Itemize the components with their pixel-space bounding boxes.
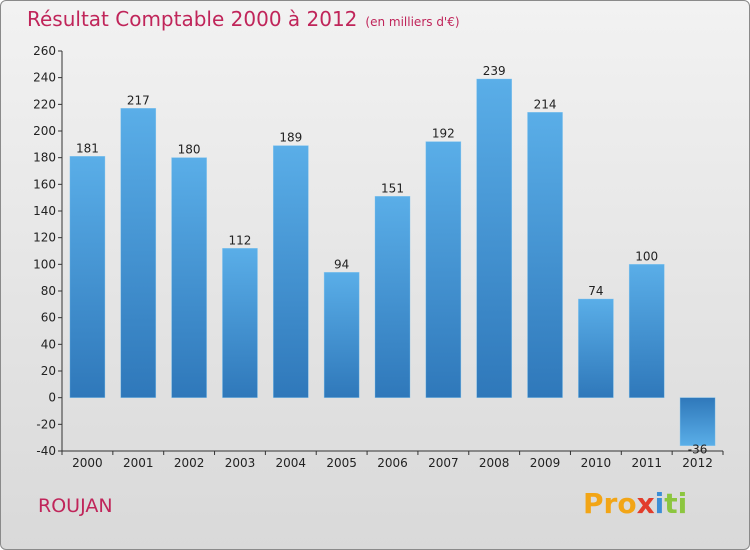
value-label-2000: 181 [76,141,99,155]
bar-outline [425,141,462,398]
bar-2004 [273,145,309,398]
y-tick-label: 180 [33,151,56,165]
logo-part-3: i [654,487,665,520]
y-tick-label: 260 [33,44,56,58]
bar-outline [679,397,716,446]
logo-part-2: x [636,487,655,520]
bar-outline [628,264,665,398]
x-tick-label-2005: 2005 [326,456,357,470]
x-tick-label-2002: 2002 [174,456,205,470]
value-label-2012: -36 [688,443,708,457]
bar-2002 [171,157,207,398]
y-tick-label: 140 [33,204,56,218]
bar-outline [273,145,309,398]
value-label-2010: 74 [588,284,603,298]
bar-2003 [222,248,258,398]
y-tick-label: 240 [33,71,56,85]
y-tick-label: 20 [41,364,56,378]
y-tick-label: 200 [33,124,56,138]
bar-2009 [527,112,563,398]
y-tick-label: 40 [41,337,56,351]
y-tick-label: -20 [36,417,56,431]
bar-outline [171,157,207,398]
x-tick-label-2003: 2003 [225,456,256,470]
x-tick-label-2008: 2008 [479,456,510,470]
value-label-2001: 217 [127,93,150,107]
bar-2012 [680,397,716,446]
bar-2010 [578,299,614,398]
logo-part-4: ti [664,487,688,520]
proxiti-logo: Proxiti [583,487,687,520]
bar-2006 [375,196,410,398]
bar-outline [222,248,258,398]
y-tick-label: 160 [33,177,56,191]
x-tick-label-2001: 2001 [123,456,154,470]
y-tick-label: 120 [33,231,56,245]
bar-2005 [324,272,360,398]
bar-outline [374,196,411,398]
value-label-2004: 189 [279,131,302,145]
y-tick-label: 0 [48,391,56,405]
x-tick-label-2007: 2007 [428,456,459,470]
chart-bars [69,78,716,446]
y-tick-label: 220 [33,97,56,111]
bar-outline [323,272,360,398]
y-tick-label: 80 [41,284,56,298]
value-label-2006: 151 [381,181,404,195]
value-label-2002: 180 [178,143,201,157]
value-label-2005: 94 [334,257,349,271]
bar-2000 [69,156,105,398]
bar-2011 [629,264,665,398]
bar-2007 [425,141,461,398]
chart-unit: (en milliers d'€) [365,15,460,29]
bar-outline [69,156,106,398]
y-tick-label: 60 [41,311,56,325]
bar-outline [527,112,563,398]
bar-outline [120,108,157,398]
x-tick-label-2000: 2000 [72,456,103,470]
x-tick-label-2012: 2012 [682,456,713,470]
bar-outline [476,78,512,398]
chart-labels: 181 2000 217 2001 180 2002 112 2003 189 2004 94 200… [72,64,713,470]
y-tick-label: 100 [33,257,56,271]
bar-2008 [476,79,512,398]
value-label-2011: 100 [635,249,658,263]
value-label-2009: 214 [534,97,557,111]
chart-axes: -40 -20 0 20 40 60 80 100 120 140 160 180 200 220 240 2… [33,44,724,458]
x-tick-label-2009: 2009 [530,456,561,470]
logo-part-1: Pro [583,487,637,520]
value-label-2003: 112 [229,233,252,247]
value-label-2007: 192 [432,127,455,141]
city-name: ROUJAN [38,495,113,517]
x-tick-label-2006: 2006 [377,456,408,470]
bar-outline [578,298,614,398]
x-tick-label-2011: 2011 [631,456,662,470]
chart-title-text: Résultat Comptable 2000 à 2012 [27,7,358,31]
x-tick-label-2010: 2010 [581,456,612,470]
y-tick-label: -40 [36,444,56,458]
value-label-2008: 239 [483,64,506,78]
chart-title: Résultat Comptable 2000 à 2012 (en millie… [27,7,460,31]
x-tick-label-2004: 2004 [276,456,307,470]
bar-2001 [120,108,156,398]
